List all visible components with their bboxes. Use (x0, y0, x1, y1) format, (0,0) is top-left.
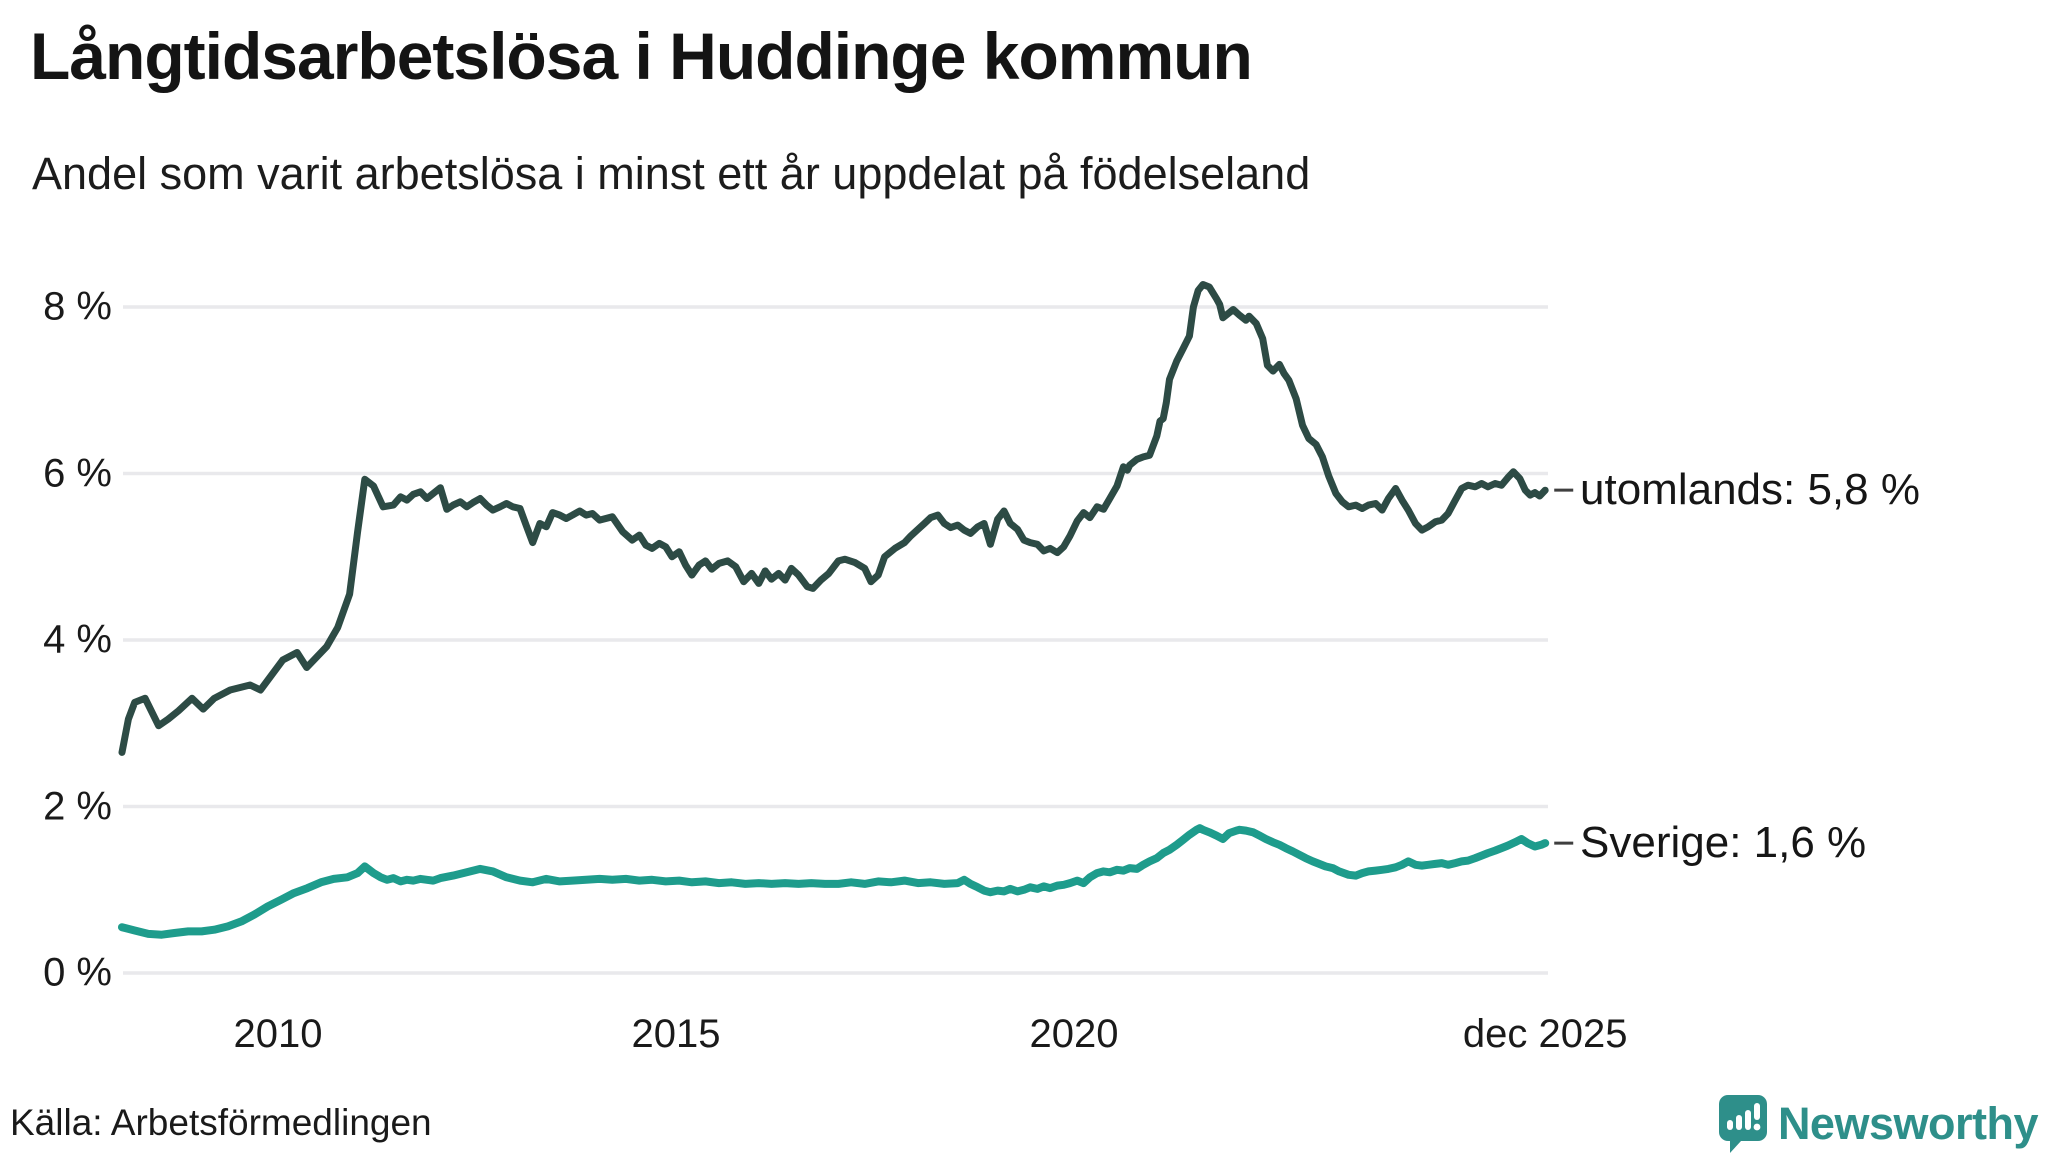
series-end-label-utomlands: utomlands: 5,8 % (1580, 465, 1920, 514)
page-title: Långtidsarbetslösa i Huddinge kommun (30, 19, 1253, 93)
y-tick-label: 8 % (43, 284, 112, 329)
y-tick-label: 6 % (43, 451, 112, 495)
x-tick-label: 2020 (1029, 1012, 1119, 1056)
x-tick-label: dec 2025 (1462, 1012, 1628, 1056)
chart-subtitle: Andel som varit arbetslösa i minst ett å… (32, 148, 1311, 199)
y-tick-label: 0 % (43, 950, 112, 995)
newsworthy-logo: Newsworthy (1718, 1094, 2039, 1154)
label-connectors (1554, 488, 1574, 845)
y-tick-label: 4 % (43, 617, 112, 662)
source-note: Källa: Arbetsförmedlingen (10, 1102, 432, 1143)
x-tick-label: 2015 (631, 1012, 721, 1056)
newsworthy-logo-text: Newsworthy (1777, 1098, 2039, 1149)
series-line-sverige (118, 824, 1550, 939)
y-tick-label: 2 % (43, 784, 112, 828)
newsworthy-logo-icon (1718, 1095, 1767, 1153)
series-line-utomlands (118, 281, 1549, 756)
series-lines (118, 281, 1550, 939)
series-end-label-sverige: Sverige: 1,6 % (1580, 818, 1867, 867)
x-tick-label: 2010 (233, 1012, 323, 1056)
gridlines (123, 305, 1548, 975)
